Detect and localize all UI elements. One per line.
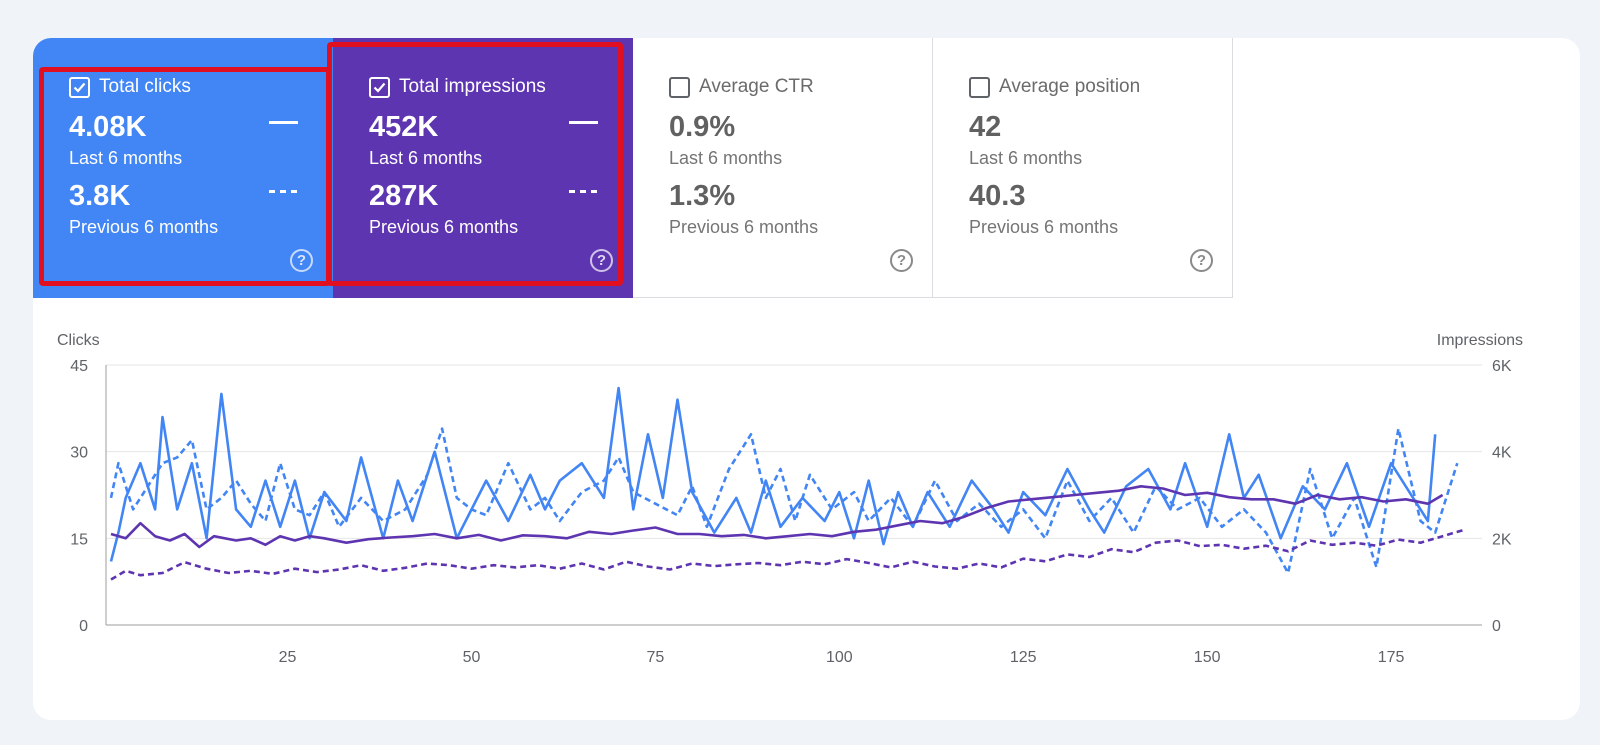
metric-current-value: 42 (969, 111, 1002, 143)
performance-chart: Clicks Impressions 0 0 15 2K 30 4K 45 6K 25 50 75 1… (57, 332, 1523, 666)
help-icon[interactable]: ? (290, 249, 313, 272)
series-line-3 (110, 528, 1465, 581)
checkbox-checked-icon[interactable] (69, 76, 90, 98)
metric-current-period: Last 6 months (69, 148, 183, 168)
x-tick-label: 50 (463, 649, 481, 666)
legend-solid-line-icon (569, 121, 598, 124)
metric-tile-average-ctr[interactable]: Average CTR 0.9% Last 6 months 1.3% Prev… (633, 38, 933, 298)
metric-current-period: Last 6 months (369, 148, 483, 168)
legend-dashed-line-icon (569, 190, 598, 193)
y-right-tick-label: 2K (1492, 531, 1512, 548)
metric-previous-period: Previous 6 months (369, 217, 519, 237)
y-left-tick-label: 0 (79, 618, 88, 635)
y-left-tick-label: 15 (70, 531, 88, 548)
metric-label: Total clicks (99, 76, 191, 97)
metric-header[interactable]: Total impressions (369, 76, 546, 98)
metric-previous-period: Previous 6 months (969, 217, 1119, 237)
x-tick-label: 100 (826, 649, 853, 666)
y-right-tick-label: 6K (1492, 358, 1512, 375)
metric-header[interactable]: Average CTR (669, 76, 814, 98)
metric-header[interactable]: Total clicks (69, 76, 191, 98)
x-tick-label: 75 (647, 649, 665, 666)
series-line-0 (109, 386, 1437, 562)
metric-current-value: 452K (369, 111, 439, 143)
metric-current-period: Last 6 months (969, 148, 1083, 168)
y-right-tick-label: 4K (1492, 445, 1512, 462)
metric-label: Total impressions (399, 76, 546, 97)
metric-current-value: 4.08K (69, 111, 147, 143)
metric-tile-total-impressions[interactable]: Total impressions 452K Last 6 months 287… (333, 38, 633, 298)
right-axis-title: Impressions (1437, 332, 1523, 349)
metric-previous-value: 40.3 (969, 180, 1026, 212)
metric-previous-value: 287K (369, 180, 439, 212)
metric-label: Average CTR (699, 76, 814, 97)
metric-tile-total-clicks[interactable]: Total clicks 4.08K Last 6 months 3.8K Pr… (33, 38, 333, 298)
checkbox-unchecked-icon[interactable] (969, 76, 990, 98)
metric-previous-period: Previous 6 months (669, 217, 819, 237)
help-icon[interactable]: ? (890, 249, 913, 272)
checkbox-checked-icon[interactable] (369, 76, 390, 98)
metric-previous-value: 3.8K (69, 180, 131, 212)
y-left-tick-label: 30 (70, 445, 88, 462)
x-tick-label: 175 (1378, 649, 1405, 666)
x-tick-label: 150 (1194, 649, 1221, 666)
metric-previous-value: 1.3% (669, 180, 736, 212)
metric-current-period: Last 6 months (669, 148, 783, 168)
y-left-tick-label: 45 (70, 358, 88, 375)
legend-solid-line-icon (269, 121, 298, 124)
x-tick-label: 125 (1010, 649, 1037, 666)
metric-header[interactable]: Average position (969, 76, 1140, 98)
metric-current-value: 0.9% (669, 111, 736, 143)
y-right-tick-label: 0 (1492, 618, 1501, 635)
metric-previous-period: Previous 6 months (69, 217, 219, 237)
x-tick-label: 25 (279, 649, 297, 666)
series-line-1 (109, 427, 1459, 575)
metric-tile-average-position[interactable]: Average position 42 Last 6 months 40.3 P… (933, 38, 1233, 298)
left-axis-title: Clicks (57, 332, 100, 349)
help-icon[interactable]: ? (1190, 249, 1213, 272)
metric-label: Average position (999, 76, 1141, 97)
series-line-2 (110, 485, 1444, 549)
performance-card: Total clicks 4.08K Last 6 months 3.8K Pr… (33, 38, 1580, 720)
legend-dashed-line-icon (269, 190, 298, 193)
help-icon[interactable]: ? (590, 249, 613, 272)
checkbox-unchecked-icon[interactable] (669, 76, 690, 98)
